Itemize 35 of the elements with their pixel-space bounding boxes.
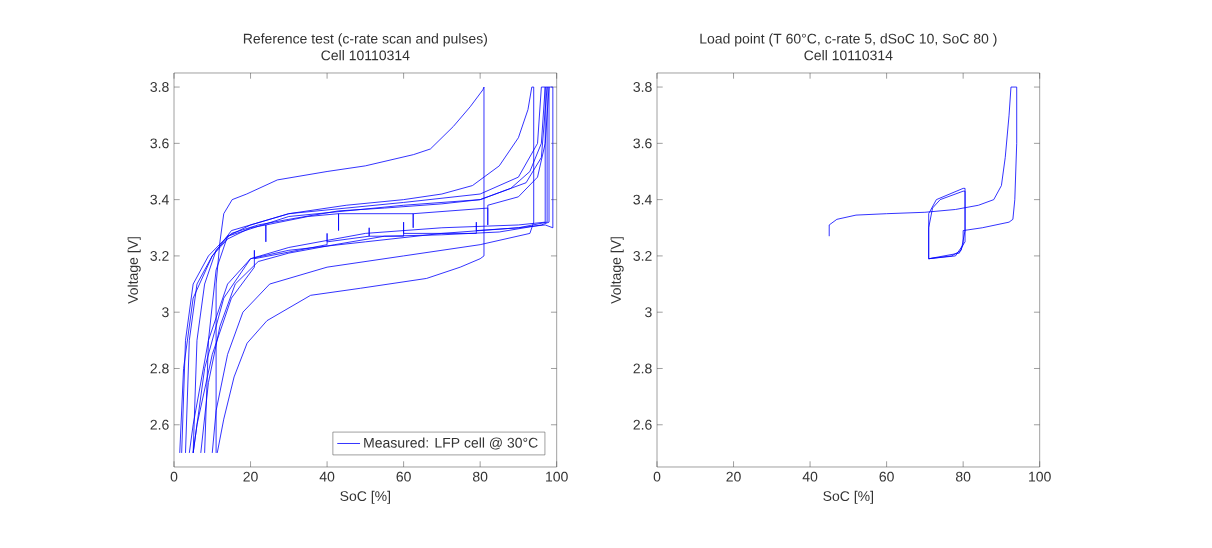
chart-subtitle: Cell 10110314 [804,50,893,61]
x-tick-label: 60 [396,471,411,482]
x-tick-label: 0 [170,471,178,482]
y-tick-label: 2.6 [150,419,169,430]
y-tick-label: 3.6 [633,138,652,149]
y-tick-label: 3.6 [150,138,169,149]
x-tick-label: 100 [546,471,568,482]
y-tick-label: 2.8 [150,363,169,374]
y-tick-label: 3 [645,307,652,318]
x-tick-label: 80 [472,471,488,482]
x-tick-label: 20 [726,471,741,482]
x-axis-title: SoC [%] [340,490,390,504]
y-tick-label: 3.8 [150,82,169,93]
x-tick-label: 20 [243,471,258,482]
chart-title: Reference test (c-rate scan and pulses) [243,33,487,47]
y-tick-label: 3.2 [633,250,652,261]
y-tick-label: 2.8 [633,363,652,374]
x-tick-label: 40 [802,471,818,482]
x-axis-title: SoC [%] [823,490,873,504]
y-tick-label: 3 [162,307,169,318]
chart-subtitle: Cell 10110314 [321,50,410,61]
legend-label: Measured: LFP cell @ 30°C [364,437,538,450]
x-tick-label: 40 [319,471,335,482]
y-tick-label: 3.8 [633,82,652,93]
x-tick-label: 60 [879,471,894,482]
y-tick-label: 3.2 [150,250,169,261]
y-tick-label: 3.4 [633,194,652,205]
x-tick-label: 80 [955,471,971,482]
chart-title: Load point (T 60°C, c-rate 5, dSoC 10, SoC 80 ) [700,33,997,47]
y-tick-label: 3.4 [150,194,169,205]
y-axis-title: Voltage [V] [127,237,141,304]
y-axis-title: Voltage [V] [610,237,624,304]
x-tick-label: 100 [1029,471,1051,482]
x-tick-label: 0 [653,471,661,482]
y-tick-label: 2.6 [633,419,652,430]
